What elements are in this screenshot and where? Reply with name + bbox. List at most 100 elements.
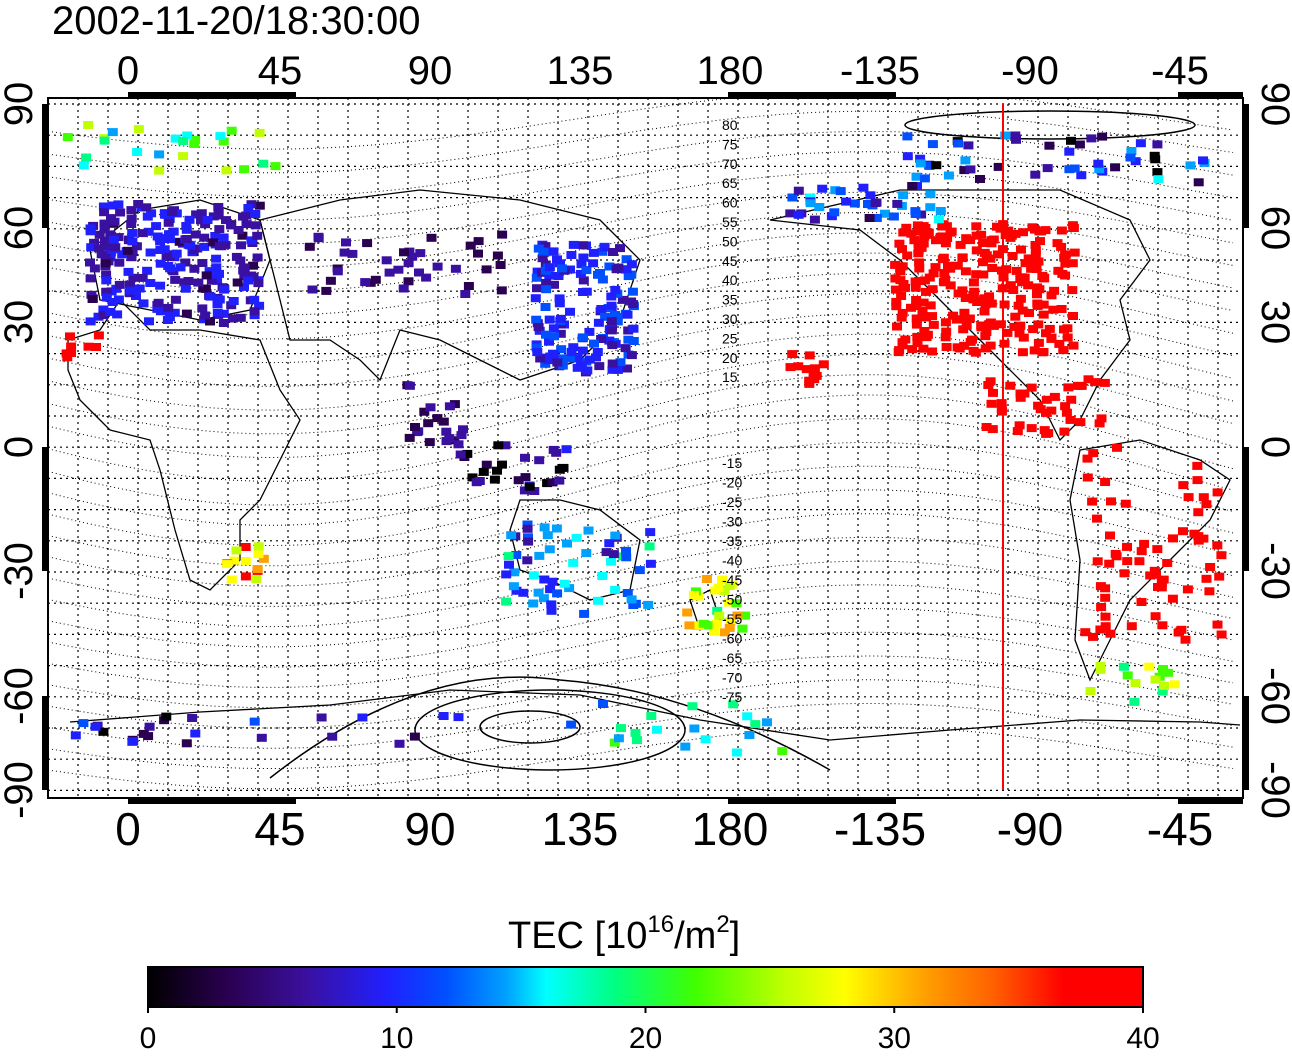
tec-cell <box>142 212 153 221</box>
tec-cell <box>588 259 599 268</box>
tec-cell <box>165 264 176 273</box>
tec-cell <box>189 140 200 148</box>
tec-cell <box>688 591 699 599</box>
tec-cell <box>231 546 242 555</box>
tec-cell <box>928 269 939 278</box>
tec-cell <box>495 261 506 269</box>
tec-cell <box>902 152 913 161</box>
tec-cell <box>1012 427 1023 436</box>
tec-cell <box>1087 497 1098 506</box>
tec-cell <box>522 520 533 529</box>
tec-cell <box>180 258 191 267</box>
tec-cell <box>1017 348 1028 357</box>
tec-cell <box>1044 324 1055 333</box>
tec-cell <box>959 166 970 175</box>
contour-label: -50 <box>722 592 742 608</box>
tec-cell <box>946 227 957 236</box>
tec-cell <box>532 284 542 293</box>
tec-cell <box>902 132 913 141</box>
tec-cell <box>894 346 905 355</box>
left-lat-tick-label: -90 <box>0 761 41 819</box>
tec-cell <box>1167 594 1178 603</box>
tec-cell <box>126 220 137 228</box>
tec-cell <box>307 285 318 294</box>
tec-cell <box>645 559 656 568</box>
tec-cell <box>456 431 467 440</box>
tec-cell <box>995 320 1006 329</box>
colorbar-ticks: 0 10 20 30 40 <box>140 1007 1160 1055</box>
tec-cell <box>1068 341 1079 350</box>
tec-cell <box>425 403 436 412</box>
tec-cell <box>963 141 974 150</box>
tec-cell <box>370 275 381 284</box>
contour-line <box>48 536 1234 628</box>
tec-cell <box>126 206 137 215</box>
tec-cell <box>1183 493 1194 502</box>
tec-cell <box>1180 635 1191 644</box>
tec-cell <box>999 300 1010 309</box>
tec-cell <box>107 298 118 306</box>
tec-cell <box>159 209 170 218</box>
tec-cell <box>444 434 455 443</box>
tec-cell <box>1027 223 1038 232</box>
tec-cell <box>520 473 531 482</box>
tec-cell <box>99 208 110 217</box>
tec-cell <box>222 560 233 569</box>
tec-cell <box>231 252 242 261</box>
frame-tick-bar <box>1243 447 1249 571</box>
tec-cell <box>144 722 155 731</box>
tec-cell <box>1038 310 1049 319</box>
tec-cell <box>481 460 492 469</box>
tec-cell <box>952 261 963 270</box>
tec-cell <box>239 282 249 291</box>
tec-cell <box>980 332 991 341</box>
tec-cell <box>214 269 224 278</box>
tec-cell <box>253 279 264 288</box>
tec-cell <box>914 258 925 267</box>
tec-cell <box>1152 168 1163 177</box>
contour-label: 15 <box>722 369 738 385</box>
tec-cell <box>565 354 575 363</box>
tec-cell <box>1032 290 1042 299</box>
tec-cell <box>1093 159 1104 168</box>
tec-cell <box>1144 662 1155 671</box>
tec-cell <box>830 186 841 195</box>
tec-cell <box>138 299 149 308</box>
tec-cell <box>1130 157 1141 166</box>
tec-cell <box>552 255 562 264</box>
tec-cell <box>535 354 546 363</box>
tec-cell <box>1060 259 1071 268</box>
tec-cell <box>1135 139 1146 148</box>
tec-cell <box>538 247 549 256</box>
left-lat-tick-label: -60 <box>0 667 41 725</box>
tec-cell <box>164 235 175 244</box>
coastline <box>1069 439 1231 682</box>
tec-cell <box>81 153 92 162</box>
tec-cell <box>608 248 618 256</box>
tec-cell <box>1046 406 1057 415</box>
tec-cell <box>518 588 529 597</box>
tec-cell <box>214 295 225 304</box>
tec-cell <box>918 239 929 248</box>
tec-cell <box>607 341 618 350</box>
tec-cell <box>522 556 533 565</box>
tec-cell <box>541 330 551 339</box>
tec-cell <box>169 308 180 317</box>
bottom-lon-tick-label: 0 <box>115 803 141 855</box>
tec-cell <box>210 232 221 240</box>
tec-cell <box>1040 226 1051 235</box>
tec-cell <box>214 242 225 251</box>
tec-cell <box>623 272 634 281</box>
tec-cell <box>607 365 618 374</box>
tec-cell <box>719 587 730 596</box>
bottom-lon-tick-label: -45 <box>1147 803 1213 855</box>
tec-cell <box>1153 175 1164 184</box>
tec-cell <box>1034 227 1045 236</box>
tec-data-cells <box>61 121 1227 757</box>
tec-cell <box>785 363 796 372</box>
tec-cell <box>1111 552 1122 561</box>
tec-cell <box>551 524 562 533</box>
tec-cell <box>528 599 539 608</box>
tec-cell <box>992 250 1003 259</box>
tec-cell <box>1198 156 1208 165</box>
